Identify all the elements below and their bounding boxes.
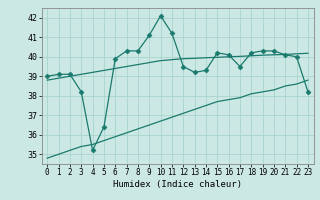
X-axis label: Humidex (Indice chaleur): Humidex (Indice chaleur) xyxy=(113,180,242,189)
